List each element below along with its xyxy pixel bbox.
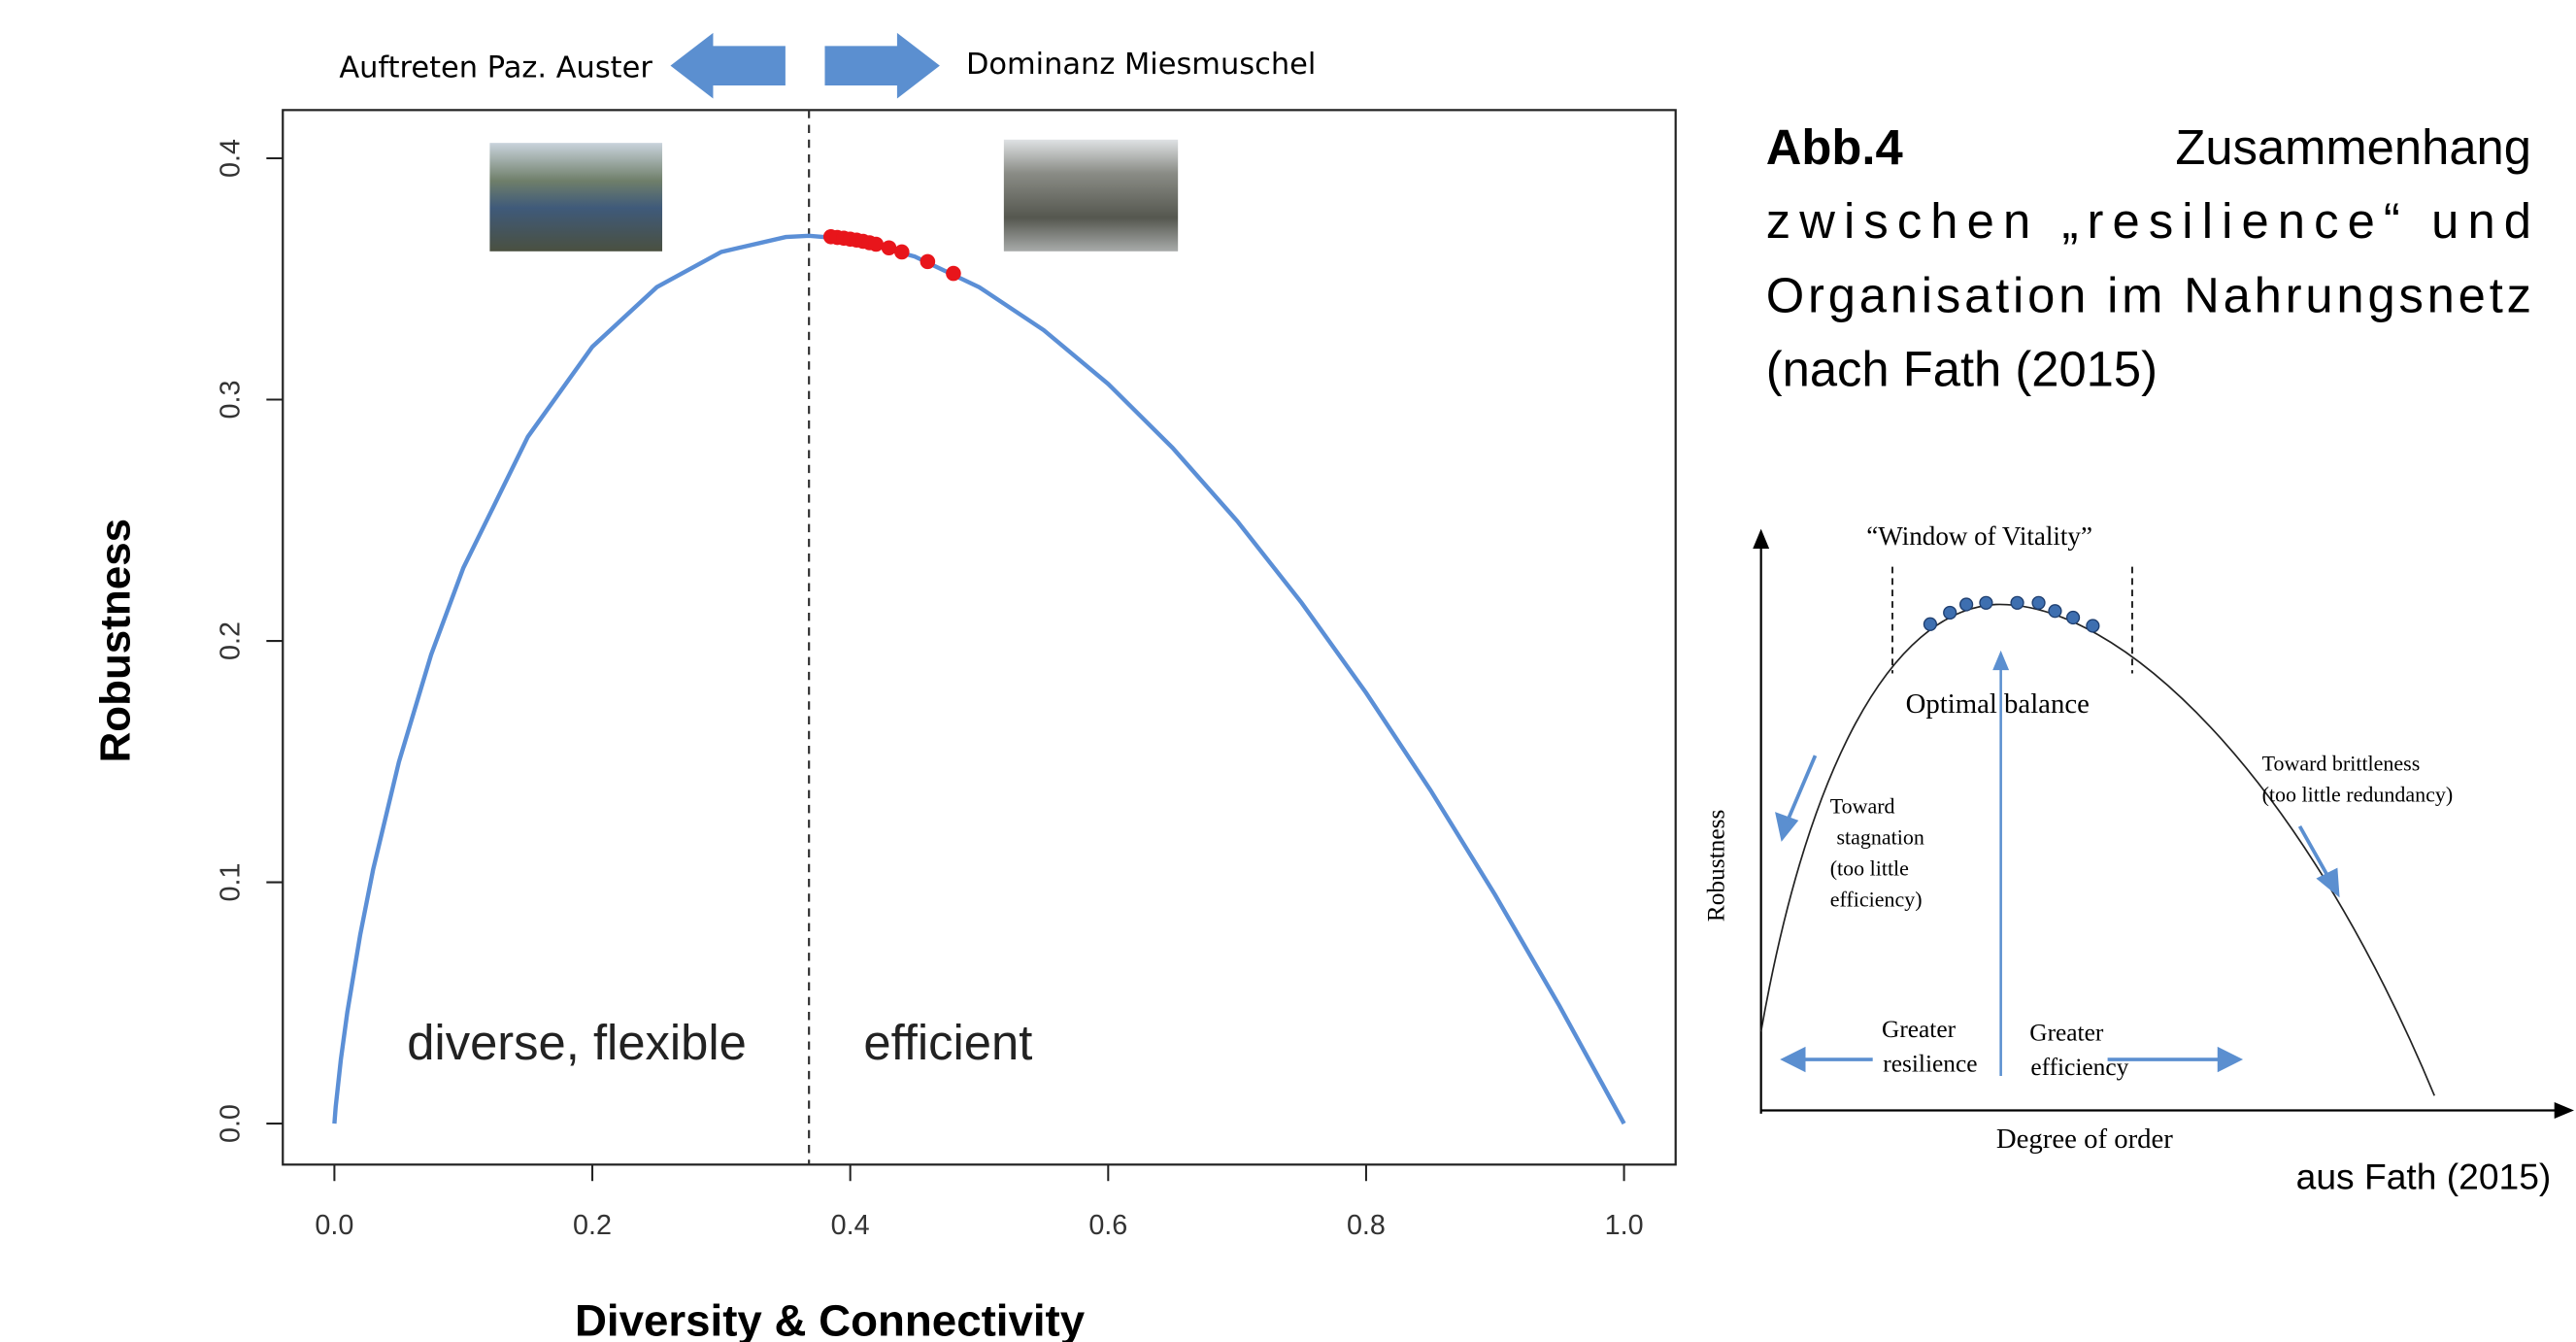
inset-optimal: Optimal balance xyxy=(1906,688,2090,720)
point xyxy=(882,240,897,255)
x-tick-label: 0.6 xyxy=(1088,1210,1127,1241)
x-tick-label: 0.2 xyxy=(573,1210,612,1241)
point xyxy=(894,245,910,260)
inset-stagnation: (too little xyxy=(1830,856,1909,881)
inset: “Window of Vitality” Optimal balance Tow… xyxy=(1703,521,2574,1155)
inset-arrowhead xyxy=(2555,1102,2574,1119)
x-tick-label: 0.4 xyxy=(831,1210,870,1241)
inset-stagnation: efficiency) xyxy=(1830,888,1923,912)
photo-mussel xyxy=(1004,140,1178,252)
slide: Auftreten Paz. Auster Dominanz Miesmusch… xyxy=(0,0,2576,1342)
curve xyxy=(334,236,1623,1124)
y-tick-label: 0.3 xyxy=(215,381,246,419)
inset-efficiency: Greater xyxy=(2029,1020,2104,1047)
inset-arrowhead xyxy=(1992,651,2009,670)
plot: 0.0 0.1 0.2 0.3 0.4 0.0 0.2 0.4 0.6 0.8 1.0 xyxy=(215,110,1643,1241)
region-right: efficient xyxy=(863,1015,1032,1070)
inset-window: “Window of Vitality” xyxy=(1866,521,2092,551)
header-left: Auftreten Paz. Auster xyxy=(339,51,652,85)
inset-resilience: resilience xyxy=(1883,1051,1977,1078)
inset-brittleness: (too little redundancy) xyxy=(2262,782,2454,806)
y-tick-label: 0.4 xyxy=(215,139,246,178)
x-axis-label: Diversity & Connectivity xyxy=(575,1295,1086,1342)
inset-arrowhead xyxy=(1753,529,1769,549)
caption-line: Zusammenhang xyxy=(2175,119,2531,175)
arrow-right xyxy=(824,33,939,99)
photo-oyster xyxy=(489,143,662,252)
point xyxy=(868,237,884,252)
caption-line: zwischen „resilience“ und xyxy=(1766,193,2531,249)
source: aus Fath (2015) xyxy=(2296,1156,2552,1196)
y-tick-label: 0.1 xyxy=(215,863,246,902)
x-tick-label: 1.0 xyxy=(1605,1210,1644,1241)
inset-brittleness: Toward brittleness xyxy=(2262,751,2421,775)
region-left: diverse, flexible xyxy=(407,1015,747,1070)
caption-line: Organisation im Nahrungsnetz xyxy=(1766,267,2531,322)
inset-stagnation: stagnation xyxy=(1836,824,1924,849)
y-tick-label: 0.2 xyxy=(215,621,246,660)
caption-line: (nach Fath (2015) xyxy=(1766,341,2158,396)
plot-frame xyxy=(283,110,1675,1164)
x-tick-label: 0.8 xyxy=(1347,1210,1386,1241)
point xyxy=(920,254,936,270)
header-right: Dominanz Miesmuschel xyxy=(966,48,1316,82)
inset-dots xyxy=(1924,596,2098,632)
inset-x-label: Degree of order xyxy=(1996,1124,2173,1155)
inset-stagnation: Toward xyxy=(1830,793,1895,818)
y-axis-label: Robustness xyxy=(92,519,140,763)
arrow-left xyxy=(670,33,785,99)
x-tick-label: 0.0 xyxy=(315,1210,353,1241)
inset-resilience: Greater xyxy=(1882,1016,1957,1043)
inset-efficiency: efficiency xyxy=(2030,1054,2128,1081)
inset-y-label: Robustness xyxy=(1703,810,1730,923)
caption-label: Abb.4 xyxy=(1766,119,1903,175)
y-tick-label: 0.0 xyxy=(215,1104,246,1143)
point xyxy=(946,266,961,282)
